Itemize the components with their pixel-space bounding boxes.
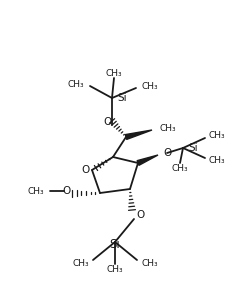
Text: O: O bbox=[81, 165, 89, 175]
Text: Si: Si bbox=[117, 93, 127, 103]
Text: O: O bbox=[103, 117, 111, 127]
Text: CH₃: CH₃ bbox=[160, 124, 177, 132]
Text: CH₃: CH₃ bbox=[27, 187, 44, 196]
Text: CH₃: CH₃ bbox=[172, 164, 188, 172]
Text: O: O bbox=[136, 210, 144, 220]
Text: CH₃: CH₃ bbox=[142, 82, 159, 91]
Text: CH₃: CH₃ bbox=[106, 68, 122, 78]
Text: Si: Si bbox=[110, 237, 120, 250]
Text: CH₃: CH₃ bbox=[141, 260, 158, 269]
Text: CH₃: CH₃ bbox=[67, 79, 84, 88]
Text: O: O bbox=[63, 186, 71, 196]
Polygon shape bbox=[137, 155, 158, 165]
Text: CH₃: CH₃ bbox=[72, 260, 89, 269]
Text: O: O bbox=[163, 148, 171, 158]
Text: CH₃: CH₃ bbox=[209, 156, 226, 164]
Polygon shape bbox=[125, 130, 152, 140]
Text: Si: Si bbox=[188, 143, 198, 153]
Text: CH₃: CH₃ bbox=[107, 265, 123, 274]
Text: CH₃: CH₃ bbox=[209, 131, 226, 140]
